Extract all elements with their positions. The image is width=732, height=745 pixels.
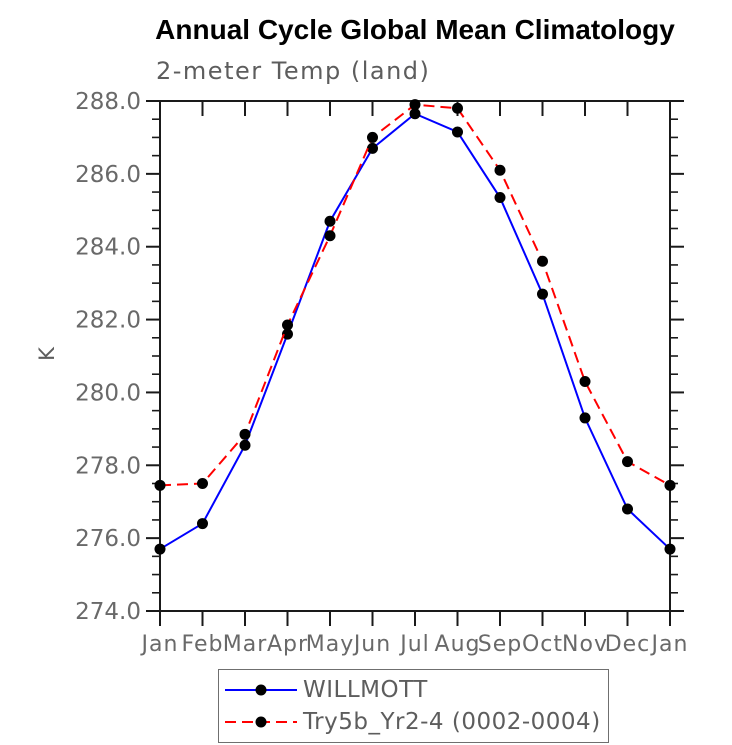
data-point-marker <box>452 102 463 114</box>
series-line-0 <box>159 112 671 550</box>
data-point-marker <box>324 230 336 242</box>
x-tick-label: Apr <box>267 632 308 657</box>
legend: WILLMOTT Try5b_Yr2-4 (0002-0004) <box>218 669 609 743</box>
data-point-marker <box>282 328 293 340</box>
data-point-marker <box>622 503 633 515</box>
data-point-marker <box>622 456 633 468</box>
data-point-marker <box>409 99 421 111</box>
legend-line-sample-try5b <box>225 716 297 728</box>
data-point-marker <box>452 126 463 138</box>
data-point-marker <box>537 255 548 267</box>
data-point-marker <box>409 108 421 120</box>
x-tick-label: Jun <box>352 632 391 657</box>
data-point-marker <box>324 215 336 227</box>
data-point-marker <box>197 518 208 530</box>
data-point-marker <box>367 142 378 154</box>
y-tick-label: 286.0 <box>75 162 141 188</box>
x-tick-label: Aug <box>435 632 481 657</box>
data-point-marker <box>664 479 676 491</box>
legend-label: Try5b_Yr2-4 (0002-0004) <box>303 709 601 736</box>
data-point-marker <box>239 428 251 440</box>
data-point-marker <box>579 412 591 424</box>
data-point-marker <box>664 543 676 555</box>
data-point-marker <box>367 131 378 143</box>
y-tick-label: 288.0 <box>75 89 141 115</box>
legend-marker-icon <box>255 716 267 728</box>
x-tick-label: Oct <box>522 632 563 657</box>
legend-marker-icon <box>255 684 267 696</box>
x-tick-label: Mar <box>223 632 268 657</box>
chart-subtitle: 2-meter Temp (land) <box>156 57 431 85</box>
series-line-1 <box>159 103 671 487</box>
chart-title: Annual Cycle Global Mean Climatology <box>155 14 675 45</box>
x-tick-label: Jan <box>650 632 689 657</box>
data-point-marker <box>154 543 166 555</box>
x-tick-label: Jan <box>140 632 179 657</box>
data-point-marker <box>282 319 293 331</box>
x-tick-label: Dec <box>605 632 651 657</box>
legend-label: WILLMOTT <box>303 676 428 703</box>
x-tick-label: Feb <box>182 632 224 657</box>
data-point-marker <box>537 288 548 300</box>
data-point-marker <box>494 164 506 176</box>
data-point-marker <box>579 376 591 387</box>
data-point-marker <box>154 479 166 491</box>
y-tick-label: 282.0 <box>75 308 141 334</box>
y-tick-label: 278.0 <box>75 453 141 479</box>
x-tick-label: Sep <box>478 632 522 657</box>
x-tick-label: Jul <box>398 632 430 657</box>
legend-line-sample-willmott <box>225 684 297 696</box>
x-tick-label: Nov <box>562 632 608 657</box>
y-tick-label: 284.0 <box>75 235 141 261</box>
x-tick-label: May <box>306 632 354 657</box>
legend-item-willmott: WILLMOTT <box>223 677 608 703</box>
y-tick-label: 276.0 <box>75 526 141 552</box>
data-point-marker <box>494 192 506 204</box>
data-point-marker <box>239 439 251 451</box>
y-tick-label: 280.0 <box>75 380 141 406</box>
data-point-marker <box>197 478 208 489</box>
y-tick-label: 274.0 <box>75 599 141 625</box>
legend-item-try5b: Try5b_Yr2-4 (0002-0004) <box>223 709 608 735</box>
plot-box <box>159 100 671 612</box>
